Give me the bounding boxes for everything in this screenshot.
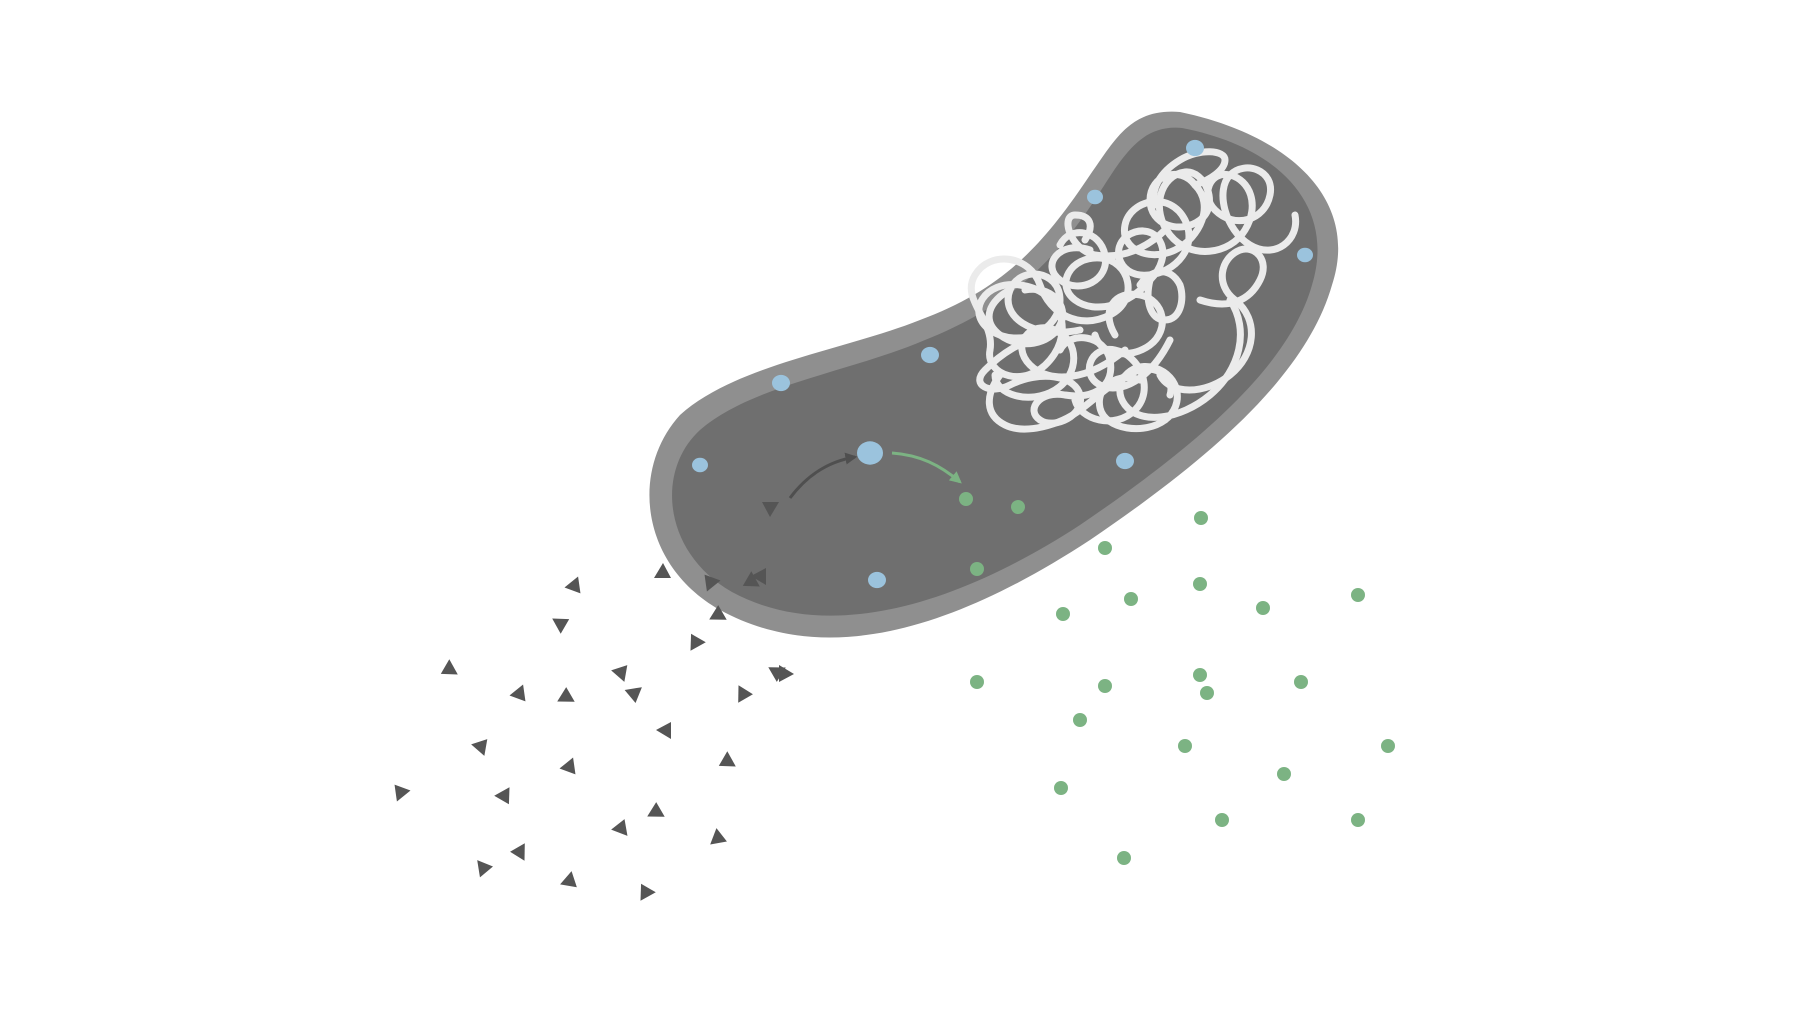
substrate-triangle-14 — [624, 687, 642, 703]
substrate-triangle-11 — [440, 659, 458, 675]
substrate-triangle-7 — [709, 605, 727, 620]
product-dot-6 — [1124, 592, 1138, 606]
substrate-triangle-8 — [611, 665, 628, 682]
substrate-triangle-3 — [564, 576, 581, 594]
enzyme-3 — [1297, 247, 1313, 263]
product-dot-14 — [1200, 686, 1214, 700]
substrate-triangle-30 — [742, 571, 760, 587]
arrow-enzyme-to-product — [891, 451, 962, 484]
product-dot-11 — [970, 675, 984, 689]
substrate-triangle-29 — [779, 665, 794, 682]
product-dot-1 — [959, 492, 973, 506]
substrate-triangle-18 — [559, 757, 576, 775]
product-dot-7 — [1056, 607, 1070, 621]
product-dot-13 — [1193, 668, 1207, 682]
product-dot-22 — [1351, 813, 1365, 827]
enzyme-2 — [1087, 189, 1103, 205]
enzyme-4 — [921, 346, 939, 364]
product-dot-20 — [1277, 767, 1291, 781]
product-dot-23 — [1117, 851, 1131, 865]
product-dot-5 — [1098, 541, 1112, 555]
product-dot-18 — [1381, 739, 1395, 753]
product-dot-4 — [1194, 511, 1208, 525]
products — [959, 492, 1395, 865]
product-dot-9 — [1256, 601, 1270, 615]
substrate-triangle-25 — [477, 860, 493, 878]
substrate-triangle-2 — [704, 574, 721, 592]
product-dot-21 — [1215, 813, 1229, 827]
substrate-triangle-21 — [494, 787, 510, 805]
substrate-triangle-19 — [718, 751, 736, 767]
enzyme-5 — [772, 374, 790, 392]
enzymes — [692, 139, 1313, 589]
substrate-triangle-4 — [654, 563, 671, 578]
substrate-triangle-16 — [656, 722, 671, 739]
substrate-triangle-12 — [509, 684, 526, 702]
substrate-triangle-26 — [510, 843, 525, 861]
product-dot-16 — [1073, 713, 1087, 727]
substrate-triangle-6 — [552, 618, 570, 634]
enzyme-1 — [1186, 139, 1204, 157]
enzyme-7 — [857, 441, 883, 465]
enzyme-6 — [692, 457, 708, 473]
substrate-triangle-9 — [690, 633, 706, 651]
product-dot-10 — [1351, 588, 1365, 602]
substrate-triangle-24 — [710, 828, 727, 845]
substrate-triangle-13 — [557, 687, 575, 702]
product-dot-12 — [1098, 679, 1112, 693]
tangled-dna-icon — [967, 148, 1300, 433]
substrate-triangle-17 — [471, 739, 488, 756]
enzyme-9 — [868, 571, 886, 589]
product-dot-17 — [1178, 739, 1192, 753]
substrate-triangle-27 — [560, 871, 577, 888]
product-dot-15 — [1294, 675, 1308, 689]
product-dot-19 — [1054, 781, 1068, 795]
substrate-triangle-22 — [611, 819, 628, 836]
substrate-triangle-23 — [647, 802, 665, 817]
substrate-triangle-15 — [738, 685, 753, 703]
substrates — [394, 502, 794, 901]
arrow-substrate-to-enzyme — [788, 452, 858, 499]
substrate-triangle-20 — [394, 784, 411, 802]
substrate-triangle-28 — [640, 883, 656, 901]
enzyme-8 — [1116, 452, 1134, 470]
substrate-triangle-5 — [751, 568, 766, 585]
substrate-triangle-1 — [762, 502, 779, 517]
product-dot-2 — [1011, 500, 1025, 514]
product-dot-3 — [970, 562, 984, 576]
product-dot-8 — [1193, 577, 1207, 591]
